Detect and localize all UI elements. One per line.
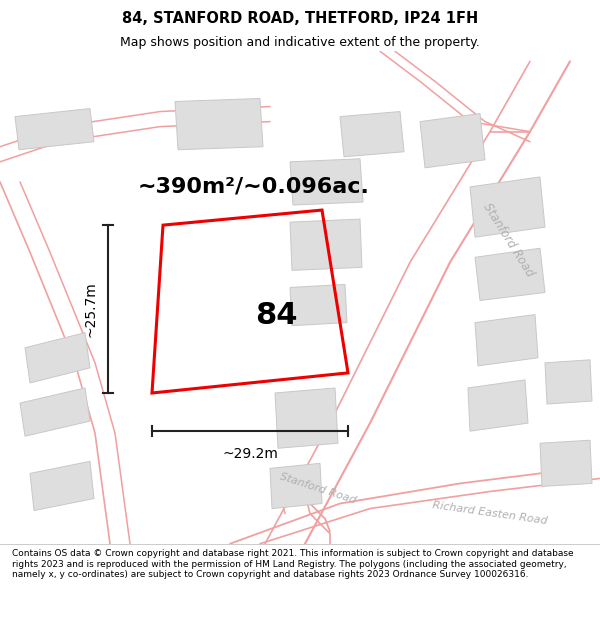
Polygon shape [20, 388, 90, 436]
Polygon shape [270, 463, 322, 509]
Polygon shape [340, 111, 404, 157]
Polygon shape [30, 461, 94, 511]
Polygon shape [290, 284, 347, 326]
Text: Stanford Road: Stanford Road [278, 471, 358, 506]
Polygon shape [25, 332, 90, 383]
Text: ~25.7m: ~25.7m [83, 281, 97, 337]
Text: ~390m²/~0.096ac.: ~390m²/~0.096ac. [138, 177, 370, 197]
Polygon shape [15, 109, 94, 150]
Polygon shape [540, 440, 592, 486]
Text: Map shows position and indicative extent of the property.: Map shows position and indicative extent… [120, 36, 480, 49]
Polygon shape [468, 380, 528, 431]
Polygon shape [175, 99, 263, 150]
Polygon shape [290, 219, 362, 271]
Text: Stanford Road: Stanford Road [480, 201, 536, 279]
Text: 84: 84 [255, 301, 298, 330]
Polygon shape [470, 177, 545, 238]
Text: ~29.2m: ~29.2m [222, 448, 278, 461]
Polygon shape [275, 388, 338, 448]
Polygon shape [475, 314, 538, 366]
Text: 84, STANFORD ROAD, THETFORD, IP24 1FH: 84, STANFORD ROAD, THETFORD, IP24 1FH [122, 11, 478, 26]
Polygon shape [420, 114, 485, 168]
Text: Richard Easten Road: Richard Easten Road [432, 501, 548, 527]
Polygon shape [545, 360, 592, 404]
Text: Contains OS data © Crown copyright and database right 2021. This information is : Contains OS data © Crown copyright and d… [12, 549, 574, 579]
Polygon shape [475, 248, 545, 301]
Polygon shape [290, 159, 363, 205]
